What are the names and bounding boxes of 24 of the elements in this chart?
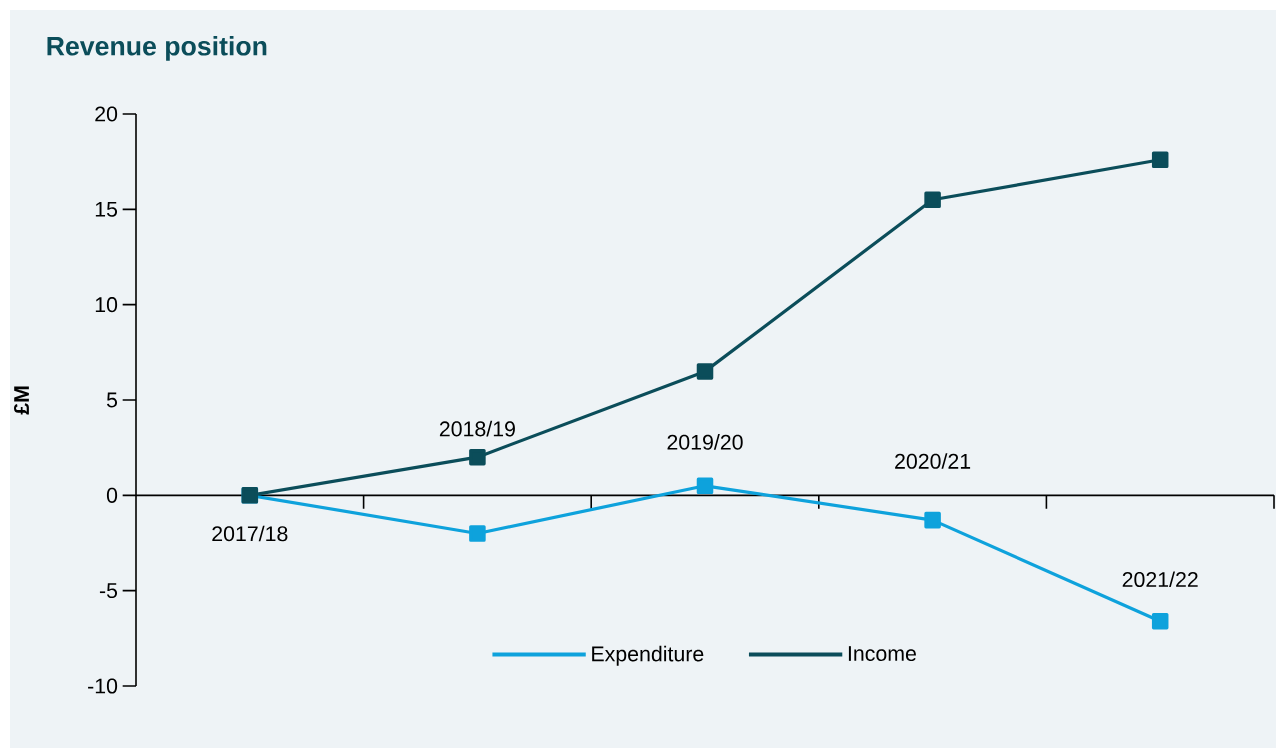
legend-label: Income (848, 646, 916, 662)
y-tick-label: -10 (88, 678, 118, 694)
x-tick-label: 2018/19 (439, 420, 515, 437)
point (924, 511, 941, 529)
y-tick-label: 10 (95, 297, 118, 313)
point (696, 363, 714, 380)
y-axis-title: £M (13, 386, 29, 415)
point (469, 448, 486, 466)
x-tick-label: 2021/22 (1122, 571, 1198, 588)
x-tick-label: 2017/18 (212, 525, 288, 542)
point (924, 191, 941, 209)
chart-title: Revenue position (47, 36, 267, 61)
point (696, 477, 714, 495)
y-tick-label: 0 (106, 487, 118, 503)
x-tick-label: 2019/20 (667, 434, 743, 450)
x-tick-label: 2020/21 (895, 453, 971, 469)
y-tick-label: 20 (95, 106, 118, 122)
legend-label: Expenditure (592, 645, 704, 666)
point (469, 525, 486, 542)
y-tick-label: 5 (106, 392, 118, 408)
point (1151, 151, 1169, 169)
y-tick-label: -5 (99, 583, 118, 599)
y-tick-label: 15 (95, 201, 118, 217)
point (1151, 612, 1169, 630)
